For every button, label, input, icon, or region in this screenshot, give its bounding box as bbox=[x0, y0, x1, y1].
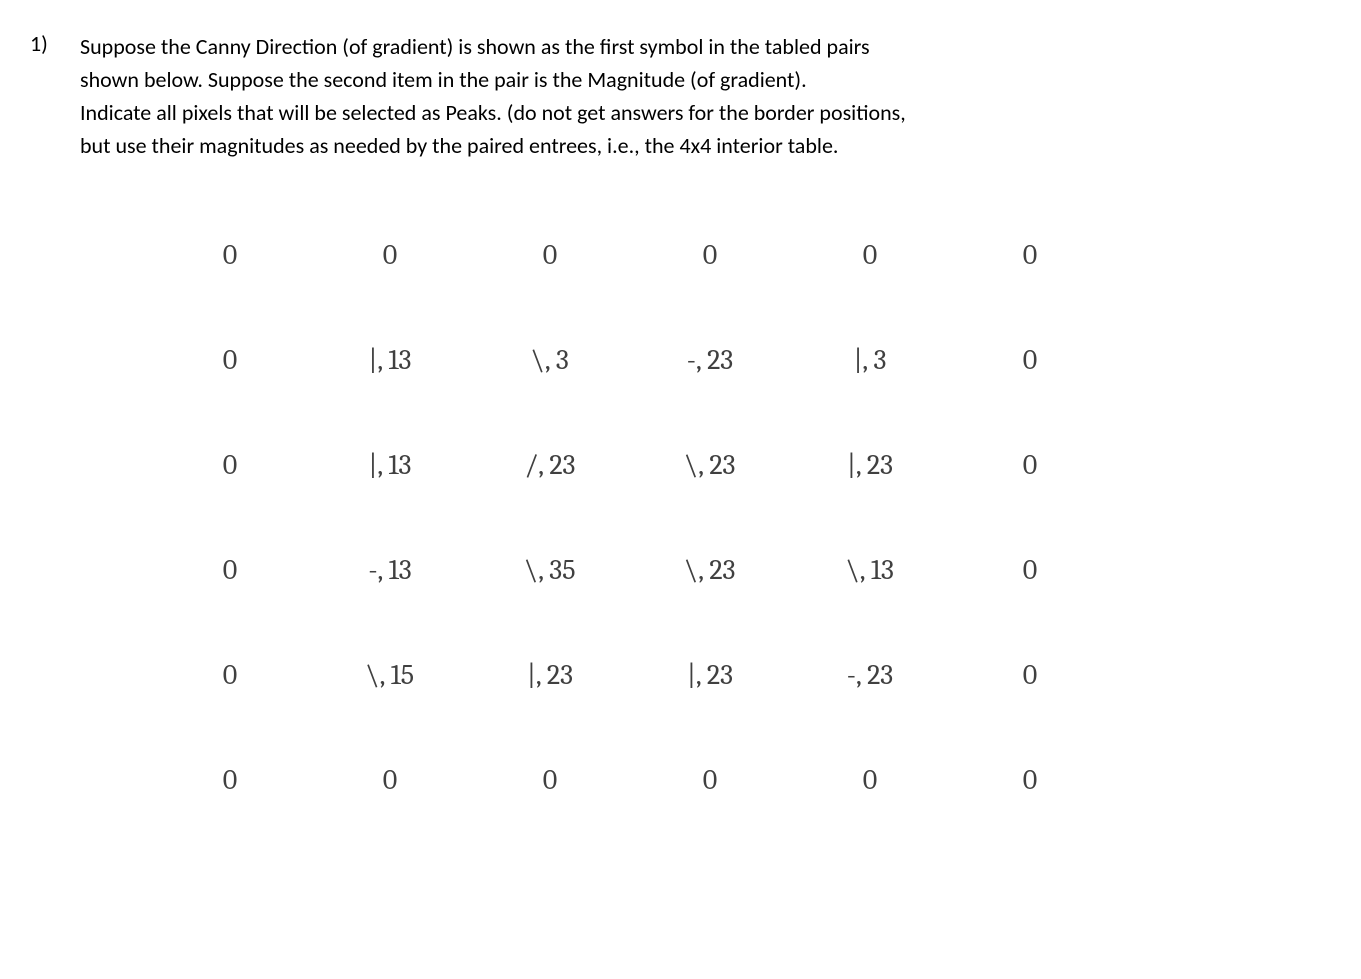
question-line-4: but use their magnitudes as needed by th… bbox=[80, 132, 838, 159]
table-cell: 0 bbox=[950, 412, 1110, 517]
table-cell: 0 bbox=[950, 307, 1110, 412]
question-container: 1) Suppose the Canny Direction (of gradi… bbox=[30, 30, 1331, 162]
table-cell: \, 3 bbox=[470, 307, 630, 412]
table-cell: 0 bbox=[310, 727, 470, 832]
table-cell: 0 bbox=[950, 202, 1110, 307]
gradient-table: 0 0 0 0 0 0 0 |, 13 \, 3 -, 23 |, 3 0 0 … bbox=[150, 202, 1110, 832]
table-cell: |, 13 bbox=[310, 307, 470, 412]
table-cell: /, 23 bbox=[470, 412, 630, 517]
table-cell: |, 13 bbox=[310, 412, 470, 517]
table-cell: 0 bbox=[470, 202, 630, 307]
table-cell: \, 23 bbox=[630, 517, 790, 622]
table-cell: 0 bbox=[630, 727, 790, 832]
table-row: 0 0 0 0 0 0 bbox=[150, 727, 1110, 832]
table-cell: 0 bbox=[790, 727, 950, 832]
table-cell: 0 bbox=[950, 622, 1110, 727]
question-text: Suppose the Canny Direction (of gradient… bbox=[80, 30, 906, 162]
table-row: 0 0 0 0 0 0 bbox=[150, 202, 1110, 307]
table-cell: |, 23 bbox=[790, 412, 950, 517]
table-cell: 0 bbox=[950, 727, 1110, 832]
table-cell: 0 bbox=[630, 202, 790, 307]
table-cell: 0 bbox=[150, 202, 310, 307]
table-cell: \, 23 bbox=[630, 412, 790, 517]
question-line-3: Indicate all pixels that will be selecte… bbox=[80, 99, 906, 126]
table-cell: |, 3 bbox=[790, 307, 950, 412]
table-row: 0 |, 13 \, 3 -, 23 |, 3 0 bbox=[150, 307, 1110, 412]
table-cell: 0 bbox=[310, 202, 470, 307]
table-cell: |, 23 bbox=[470, 622, 630, 727]
table-cell: 0 bbox=[150, 412, 310, 517]
table-cell: 0 bbox=[950, 517, 1110, 622]
table-row: 0 \, 15 |, 23 |, 23 -, 23 0 bbox=[150, 622, 1110, 727]
table-cell: \, 13 bbox=[790, 517, 950, 622]
data-table-container: 0 0 0 0 0 0 0 |, 13 \, 3 -, 23 |, 3 0 0 … bbox=[150, 202, 1331, 832]
question-number: 1) bbox=[30, 30, 60, 57]
table-cell: 0 bbox=[470, 727, 630, 832]
question-line-1: Suppose the Canny Direction (of gradient… bbox=[80, 33, 870, 60]
table-cell: 0 bbox=[150, 622, 310, 727]
table-cell: 0 bbox=[790, 202, 950, 307]
table-cell: 0 bbox=[150, 727, 310, 832]
table-cell: -, 13 bbox=[310, 517, 470, 622]
table-cell: -, 23 bbox=[790, 622, 950, 727]
table-cell: 0 bbox=[150, 307, 310, 412]
table-row: 0 -, 13 \, 35 \, 23 \, 13 0 bbox=[150, 517, 1110, 622]
table-cell: |, 23 bbox=[630, 622, 790, 727]
table-cell: -, 23 bbox=[630, 307, 790, 412]
table-cell: \, 35 bbox=[470, 517, 630, 622]
table-cell: 0 bbox=[150, 517, 310, 622]
table-row: 0 |, 13 /, 23 \, 23 |, 23 0 bbox=[150, 412, 1110, 517]
question-line-2: shown below. Suppose the second item in … bbox=[80, 66, 807, 93]
table-cell: \, 15 bbox=[310, 622, 470, 727]
